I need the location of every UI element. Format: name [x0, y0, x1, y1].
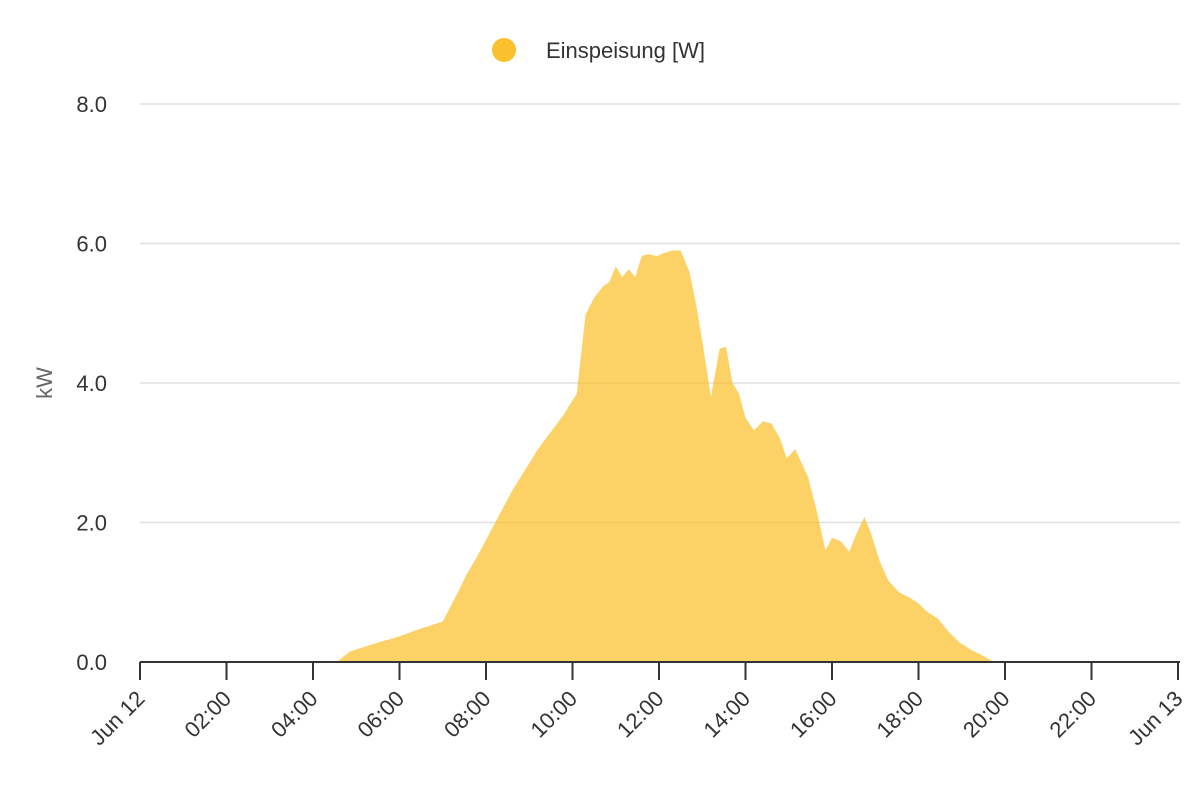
x-tick-label-11: 22:00	[1044, 686, 1101, 743]
x-tick-label-12: Jun 13	[1123, 686, 1187, 750]
legend-marker-einspeisung[interactable]	[492, 38, 516, 62]
y-axis-ticks: 0.0 2.0 4.0 6.0 8.0	[76, 92, 107, 675]
x-tick-label-9: 18:00	[871, 686, 928, 743]
x-tick-label-6: 12:00	[612, 686, 669, 743]
x-tick-label-8: 16:00	[785, 686, 842, 743]
x-tick-label-2: 04:00	[266, 686, 323, 743]
legend[interactable]: Einspeisung [W]	[492, 38, 705, 63]
y-tick-label-1: 2.0	[76, 511, 107, 536]
y-tick-label-3: 6.0	[76, 232, 107, 257]
x-tick-label-4: 08:00	[439, 686, 496, 743]
x-tick-label-1: 02:00	[179, 686, 236, 743]
y-tick-label-4: 8.0	[76, 92, 107, 117]
y-tick-label-0: 0.0	[76, 650, 107, 675]
y-tick-label-2: 4.0	[76, 371, 107, 396]
x-tick-label-0: Jun 12	[85, 686, 149, 750]
y-axis-title: kW	[32, 367, 57, 399]
x-tick-label-10: 20:00	[958, 686, 1015, 743]
x-tick-label-3: 06:00	[352, 686, 409, 743]
x-axis: Jun 12 02:00 04:00 06:00 08:00 10:00 12:00 14:0…	[85, 661, 1188, 750]
area-layer	[140, 250, 1178, 663]
legend-label-einspeisung[interactable]: Einspeisung [W]	[546, 38, 705, 63]
x-tick-label-5: 10:00	[525, 686, 582, 743]
series-area-einspeisung[interactable]	[140, 250, 1178, 663]
x-tick-label-7: 14:00	[698, 686, 755, 743]
